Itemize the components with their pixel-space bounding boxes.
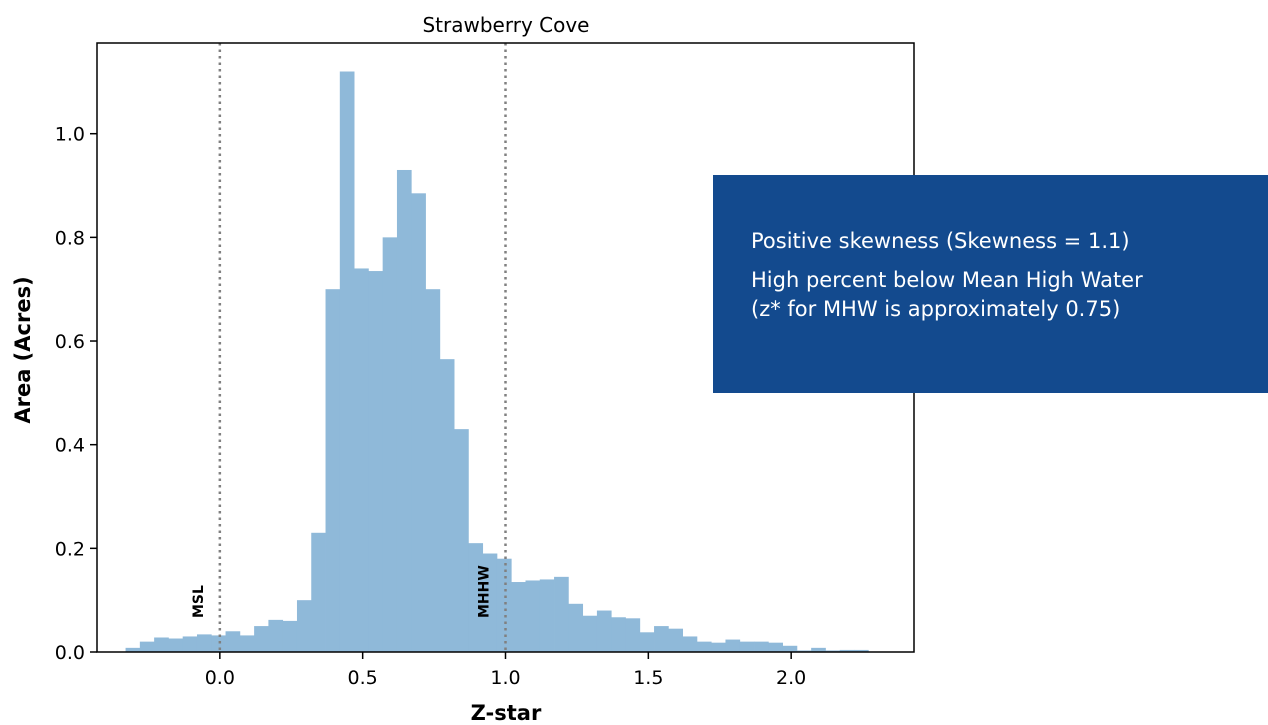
histogram-bar xyxy=(854,649,869,652)
histogram-bar xyxy=(168,638,184,652)
histogram-bar xyxy=(196,634,212,652)
histogram-bar xyxy=(639,632,655,652)
x-tick-label: 1.0 xyxy=(490,667,520,689)
reference-lines: MSL MHHW xyxy=(191,43,507,652)
histogram-bar xyxy=(454,429,469,652)
histogram-bar xyxy=(439,359,455,652)
histogram-bar xyxy=(354,268,369,652)
histogram-bar xyxy=(811,647,826,652)
histogram-bar xyxy=(339,71,355,652)
histogram-bar xyxy=(282,620,298,652)
histogram-bar xyxy=(596,610,612,652)
x-tick-label: 0.5 xyxy=(348,667,378,689)
histogram-bar xyxy=(711,642,726,652)
y-axis-ticks: 0.0 0.2 0.4 0.6 0.8 1.0 xyxy=(55,124,97,664)
histogram-bar xyxy=(539,579,555,652)
histogram-bar xyxy=(682,636,698,652)
histogram-bar xyxy=(325,289,341,652)
histogram-bar xyxy=(654,626,669,652)
histogram-bar xyxy=(225,631,241,652)
histogram-bar xyxy=(511,582,526,652)
callout-line-2: High percent below Mean High Water (z* f… xyxy=(751,266,1244,324)
callout-line-2a: High percent below Mean High Water xyxy=(751,268,1143,292)
histogram-bar xyxy=(668,628,684,652)
histogram-bar xyxy=(482,553,498,652)
histogram-bar xyxy=(154,637,169,652)
histogram-bar xyxy=(796,650,812,652)
histogram-bar xyxy=(254,626,269,652)
annotation-callout: Positive skewness (Skewness = 1.1) High … xyxy=(713,175,1268,393)
y-tick-label: 1.0 xyxy=(55,124,85,146)
x-tick-label: 1.5 xyxy=(633,667,663,689)
histogram-bar xyxy=(296,600,312,652)
callout-line-2b: (z* for MHW is approximately 0.75) xyxy=(751,297,1121,321)
y-axis-label: Area (Acres) xyxy=(11,276,35,423)
histogram-bar xyxy=(754,641,769,652)
histogram-bar xyxy=(125,647,141,652)
histogram-bar xyxy=(182,636,198,652)
histogram-bar xyxy=(625,618,641,652)
y-tick-label: 0.2 xyxy=(55,538,85,560)
histogram-bar xyxy=(382,237,398,653)
histogram-bar xyxy=(368,271,384,652)
chart-title: Strawberry Cove xyxy=(422,13,589,37)
histogram-bar xyxy=(782,645,798,652)
histogram-bar xyxy=(139,641,155,652)
y-tick-label: 0.4 xyxy=(55,435,85,457)
x-tick-label: 2.0 xyxy=(776,667,806,689)
callout-line-1: Positive skewness (Skewness = 1.1) xyxy=(751,229,1130,253)
histogram-bar xyxy=(268,619,284,652)
x-tick-label: 0.0 xyxy=(205,667,235,689)
histogram-bar xyxy=(554,576,569,652)
histogram-bar xyxy=(568,603,584,652)
y-tick-label: 0.6 xyxy=(55,331,85,353)
histogram-bar xyxy=(725,639,741,652)
reference-line-label: MSL xyxy=(191,585,207,618)
histogram-bar xyxy=(525,580,541,652)
y-tick-label: 0.0 xyxy=(55,642,85,664)
histogram-bar xyxy=(582,615,598,652)
histogram-bar xyxy=(311,532,326,652)
bars-group xyxy=(125,71,869,653)
histogram-bar xyxy=(825,650,841,652)
histogram-bar xyxy=(739,641,755,652)
x-axis-ticks: 0.0 0.5 1.0 1.5 2.0 xyxy=(205,652,806,689)
histogram-bar xyxy=(211,635,226,652)
reference-line-label: MHHW xyxy=(477,565,493,618)
histogram-bar xyxy=(396,169,412,653)
histogram-bar xyxy=(425,289,441,652)
histogram-bar xyxy=(496,558,512,652)
histogram-bar xyxy=(239,635,255,652)
histogram-bar xyxy=(468,543,484,652)
histogram-bar xyxy=(768,642,783,652)
histogram-bar xyxy=(696,641,712,652)
histogram-bar xyxy=(611,617,626,652)
histogram-bar xyxy=(411,193,426,652)
x-axis-label: Z-star xyxy=(471,701,542,725)
histogram-bar xyxy=(839,649,855,652)
y-tick-label: 0.8 xyxy=(55,227,85,249)
